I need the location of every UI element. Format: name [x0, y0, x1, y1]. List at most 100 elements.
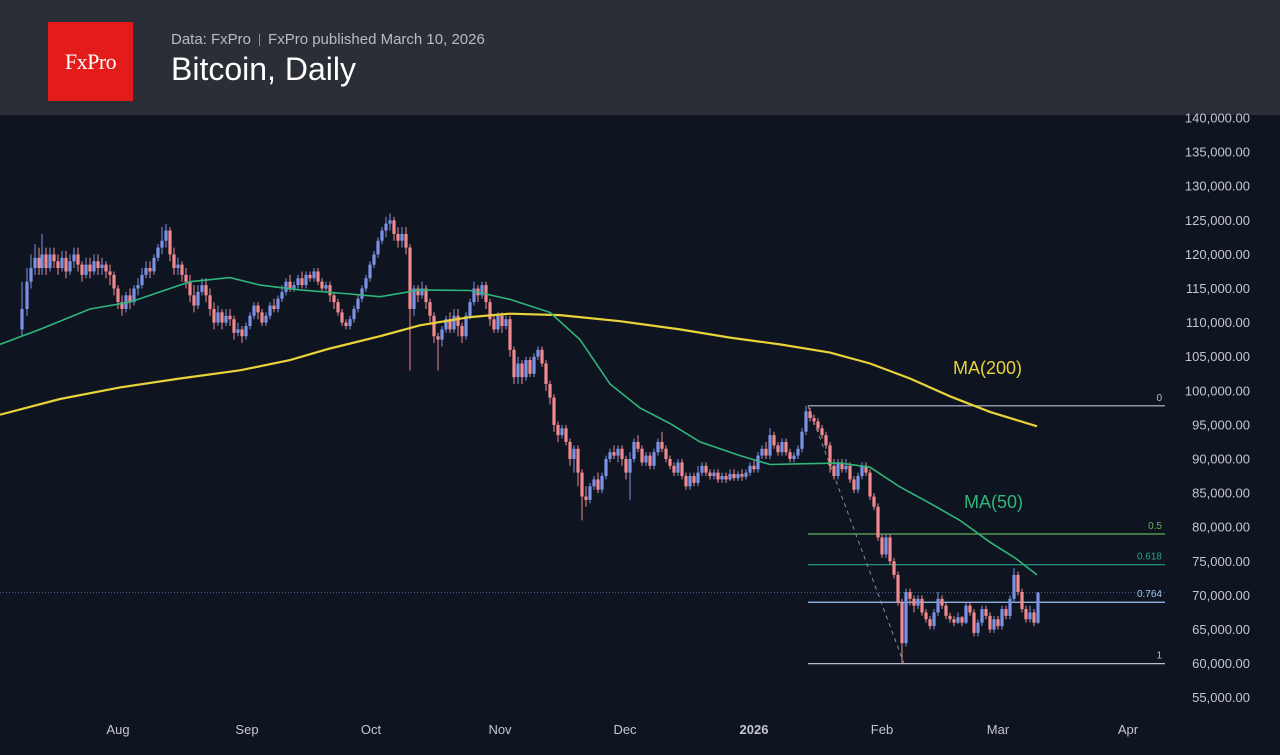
candle-body: [268, 305, 272, 316]
candle: [176, 257, 180, 275]
candle: [980, 605, 984, 627]
candle: [308, 271, 312, 282]
candle-body: [440, 329, 444, 340]
candle-body: [356, 298, 360, 309]
candle-body: [420, 288, 424, 296]
candle: [1000, 605, 1004, 630]
candle: [1032, 609, 1036, 627]
candle-body: [108, 271, 112, 275]
candle: [700, 462, 704, 477]
candle: [796, 445, 800, 459]
candle-body: [88, 264, 92, 272]
candle: [748, 462, 752, 477]
candle: [884, 534, 888, 558]
meta-separator: [259, 33, 261, 46]
candle-body: [308, 274, 312, 279]
candle-body: [104, 264, 108, 272]
candle-body: [33, 257, 37, 269]
candle: [412, 285, 416, 316]
candle: [480, 281, 484, 299]
candle: [848, 462, 852, 483]
candle-body: [316, 271, 320, 282]
fib-level-label: 1: [1156, 651, 1162, 662]
candle-body: [704, 465, 708, 473]
candle-body: [676, 462, 680, 473]
candle-body: [56, 261, 60, 269]
fibonacci-retracement[interactable]: 0 0.5 0.618 0.764 1: [807, 393, 1165, 665]
candle: [348, 315, 352, 330]
candle-body: [456, 315, 460, 327]
candle: [456, 308, 460, 337]
candle-body: [52, 254, 56, 262]
candle: [324, 281, 328, 292]
candle: [836, 459, 840, 480]
candle-body: [1020, 591, 1024, 610]
candle-body: [756, 455, 760, 470]
candle-body: [288, 281, 292, 289]
candle-body: [636, 441, 640, 449]
candle: [888, 534, 892, 565]
candle: [196, 285, 200, 309]
candle-body: [480, 285, 484, 296]
candle: [376, 237, 380, 258]
candle: [432, 312, 436, 344]
candle-body: [860, 465, 864, 477]
moving-averages: MA(200) MA(50): [0, 276, 1038, 576]
candle-body: [816, 421, 820, 429]
y-tick-label: 130,000.00: [1185, 179, 1250, 194]
candle-body: [384, 223, 388, 231]
candle-body: [844, 465, 848, 470]
candle-body: [812, 418, 816, 422]
candle-body: [76, 254, 80, 265]
candle-body: [612, 452, 616, 456]
candle: [320, 278, 324, 292]
candle-body: [680, 462, 684, 477]
candle: [392, 216, 396, 241]
candle-body: [784, 441, 788, 453]
candle-body: [532, 356, 536, 374]
candle: [516, 356, 520, 384]
candle-body: [608, 452, 612, 459]
candle: [760, 445, 764, 459]
candle: [520, 360, 524, 384]
candle: [184, 268, 188, 289]
candle: [580, 469, 584, 521]
candle: [452, 308, 456, 333]
candle-body: [740, 474, 744, 477]
candle: [964, 602, 968, 625]
candle: [660, 431, 664, 453]
candle: [656, 438, 660, 456]
candle-body: [864, 465, 868, 473]
candle-body: [800, 431, 804, 449]
candle: [744, 469, 748, 480]
candle: [148, 261, 152, 279]
candle-body: [148, 268, 152, 272]
candle: [652, 448, 656, 470]
candle-body: [744, 472, 748, 477]
candle-body: [1004, 609, 1008, 616]
candle: [492, 315, 496, 333]
candle: [788, 448, 792, 463]
candle-body: [900, 602, 904, 644]
candle-body: [408, 247, 412, 309]
candle: [592, 476, 596, 490]
candle-body: [128, 295, 132, 303]
candle-body: [240, 329, 244, 337]
y-tick-label: 85,000.00: [1192, 486, 1250, 501]
y-tick-label: 80,000.00: [1192, 520, 1250, 535]
candle-body: [700, 465, 704, 473]
candle-body: [200, 285, 204, 292]
candle: [548, 380, 552, 405]
candle: [56, 254, 60, 275]
candle-body: [260, 312, 264, 323]
candle: [164, 223, 168, 248]
candle-body: [156, 247, 160, 258]
candle: [68, 254, 72, 275]
candle: [44, 247, 48, 275]
candle: [292, 281, 296, 292]
candle-body: [25, 281, 29, 309]
ma50-label: MA(50): [964, 492, 1023, 512]
candle: [740, 469, 744, 481]
candle-body: [92, 261, 96, 272]
